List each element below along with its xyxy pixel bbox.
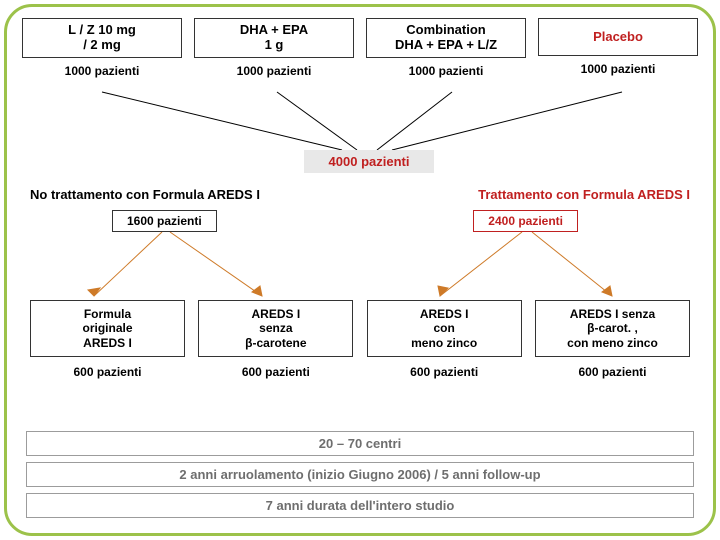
outcome-text: con meno zinco	[540, 336, 685, 350]
arm-box-1: DHA + EPA 1 g	[194, 18, 354, 58]
treatment-left-label: No trattamento con Formula AREDS I	[30, 187, 260, 202]
treatment-row: No trattamento con Formula AREDS I Tratt…	[12, 187, 708, 202]
outcome-box: AREDS I senza β-carot. , con meno zinco	[535, 300, 690, 357]
arm-box-2: Combination DHA + EPA + L/Z	[366, 18, 526, 58]
outcome-box: AREDS I con meno zinco	[367, 300, 522, 357]
arm-patients: 1000 pazienti	[194, 64, 354, 78]
arm-col-3: Placebo 1000 pazienti	[538, 18, 698, 78]
outcome-col-1: AREDS I senza β-carotene 600 pazienti	[198, 300, 353, 379]
outcome-box: AREDS I senza β-carotene	[198, 300, 353, 357]
outcome-col-0: Formula originale AREDS I 600 pazienti	[30, 300, 185, 379]
footer-bar-0: 20 – 70 centri	[26, 431, 694, 456]
outcome-text: originale	[35, 321, 180, 335]
outcome-text: β-carotene	[203, 336, 348, 350]
outcome-box: Formula originale AREDS I	[30, 300, 185, 357]
outcome-text: AREDS I	[35, 336, 180, 350]
arm-box-0: L / Z 10 mg / 2 mg	[22, 18, 182, 58]
arm-patients: 1000 pazienti	[538, 62, 698, 76]
sub-patients-row: 1600 pazienti 2400 pazienti	[12, 210, 708, 232]
outcome-text: AREDS I	[372, 307, 517, 321]
arm-col-0: L / Z 10 mg / 2 mg 1000 pazienti	[22, 18, 182, 78]
total-patients-box: 4000 pazienti	[304, 150, 434, 173]
arm-patients: 1000 pazienti	[22, 64, 182, 78]
arm-text: Placebo	[543, 30, 693, 45]
arm-row: L / Z 10 mg / 2 mg 1000 pazienti DHA + E…	[12, 12, 708, 78]
treatment-right-label: Trattamento con Formula AREDS I	[478, 187, 690, 202]
outcome-row: Formula originale AREDS I 600 pazienti A…	[12, 300, 708, 379]
outcome-text: senza	[203, 321, 348, 335]
arm-col-2: Combination DHA + EPA + L/Z 1000 pazient…	[366, 18, 526, 78]
outcome-text: β-carot. ,	[540, 321, 685, 335]
arm-box-placebo: Placebo	[538, 18, 698, 56]
outcome-patients: 600 pazienti	[367, 365, 522, 379]
outcome-patients: 600 pazienti	[535, 365, 690, 379]
outcome-text: con	[372, 321, 517, 335]
arm-text: Combination	[371, 23, 521, 38]
arm-patients: 1000 pazienti	[366, 64, 526, 78]
outcome-patients: 600 pazienti	[198, 365, 353, 379]
right-subpatients: 2400 pazienti	[473, 210, 578, 232]
outcome-col-3: AREDS I senza β-carot. , con meno zinco …	[535, 300, 690, 379]
outcome-text: AREDS I	[203, 307, 348, 321]
left-subpatients: 1600 pazienti	[112, 210, 217, 232]
diagram-content: L / Z 10 mg / 2 mg 1000 pazienti DHA + E…	[12, 12, 708, 528]
footer-bars: 20 – 70 centri 2 anni arruolamento (iniz…	[26, 431, 694, 518]
footer-bar-2: 7 anni durata dell'intero studio	[26, 493, 694, 518]
outcome-text: meno zinco	[372, 336, 517, 350]
arm-text: / 2 mg	[27, 38, 177, 53]
outcome-patients: 600 pazienti	[30, 365, 185, 379]
outcome-col-2: AREDS I con meno zinco 600 pazienti	[367, 300, 522, 379]
outcome-text: Formula	[35, 307, 180, 321]
arm-text: DHA + EPA + L/Z	[371, 38, 521, 53]
arm-col-1: DHA + EPA 1 g 1000 pazienti	[194, 18, 354, 78]
arm-text: 1 g	[199, 38, 349, 53]
arm-text: DHA + EPA	[199, 23, 349, 38]
arm-text: L / Z 10 mg	[27, 23, 177, 38]
outcome-text: AREDS I senza	[540, 307, 685, 321]
footer-bar-1: 2 anni arruolamento (inizio Giugno 2006)…	[26, 462, 694, 487]
